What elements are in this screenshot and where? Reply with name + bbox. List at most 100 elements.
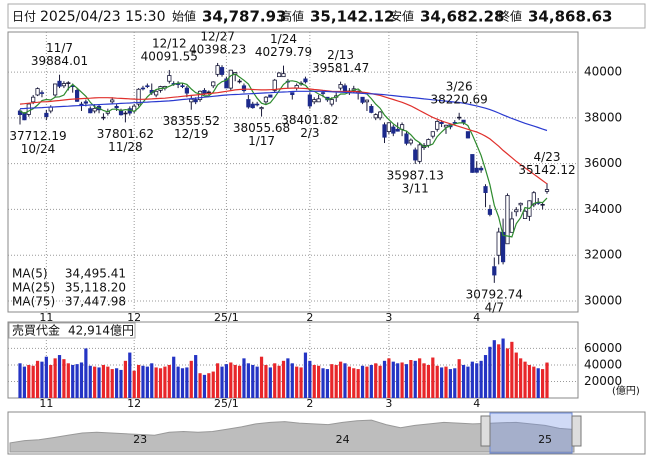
candle-body bbox=[505, 195, 510, 245]
volume-bar bbox=[497, 344, 501, 398]
x-tick-label: 12 bbox=[127, 397, 141, 410]
candle-body bbox=[540, 203, 545, 206]
annotation-value: 38055.68 bbox=[233, 121, 290, 135]
navigator-label: 23 bbox=[133, 433, 147, 446]
volume-bar bbox=[453, 368, 457, 398]
x-tick-label: 4 bbox=[473, 311, 480, 324]
legend-name: MA(5) bbox=[12, 267, 48, 281]
candle-body bbox=[465, 131, 471, 139]
candle-body bbox=[312, 99, 317, 103]
annotation-date: 4/7 bbox=[485, 300, 504, 314]
field-value: 35,142.12 bbox=[310, 8, 394, 26]
volume-bar bbox=[440, 367, 444, 398]
volume-bar bbox=[325, 369, 330, 398]
volume-bar bbox=[145, 366, 149, 398]
candle-body bbox=[136, 88, 141, 105]
volume-bar bbox=[356, 369, 360, 398]
volume-bar bbox=[233, 364, 237, 398]
volume-bar bbox=[483, 355, 488, 398]
volume-bar bbox=[470, 361, 474, 398]
volume-bar bbox=[374, 363, 378, 398]
volume-bar bbox=[290, 363, 294, 398]
candle-body bbox=[167, 75, 172, 82]
x-tick-label: 2 bbox=[306, 397, 313, 410]
volume-bar bbox=[31, 365, 35, 398]
candle-body bbox=[211, 81, 216, 87]
volume-bar bbox=[172, 356, 176, 398]
volume-bar bbox=[88, 365, 92, 398]
candle-body bbox=[206, 91, 211, 94]
candle-body bbox=[470, 154, 475, 173]
volume-unit: (億円) bbox=[612, 384, 640, 397]
candle-body bbox=[241, 85, 247, 92]
volume-bar bbox=[123, 360, 127, 398]
field-label: 安値 bbox=[390, 9, 414, 24]
candle-body bbox=[338, 84, 343, 89]
candle-body bbox=[395, 128, 400, 132]
volume-bar bbox=[40, 361, 44, 398]
annotation-date: 12/12 bbox=[152, 36, 187, 50]
candle-body bbox=[360, 96, 365, 103]
candle-body bbox=[281, 73, 286, 78]
volume-bar bbox=[409, 360, 413, 398]
volume-bar bbox=[224, 364, 229, 398]
volume-bar bbox=[66, 363, 70, 398]
annotation-value: 37712.19 bbox=[9, 129, 66, 143]
candle-body bbox=[53, 83, 58, 96]
volume-bar bbox=[110, 369, 114, 398]
candle-body bbox=[457, 116, 462, 119]
candle-body bbox=[435, 121, 440, 130]
annotation-date: 1/24 bbox=[270, 32, 297, 46]
candle-body bbox=[250, 103, 255, 109]
candle-body bbox=[382, 124, 387, 138]
volume-bar bbox=[211, 371, 215, 398]
volume-bar bbox=[369, 364, 373, 398]
volume-bar bbox=[317, 365, 321, 398]
candle-body bbox=[268, 94, 273, 98]
candle-body bbox=[197, 90, 203, 100]
volume-bar bbox=[545, 362, 549, 398]
volume-bar bbox=[352, 368, 356, 398]
volume-bar bbox=[242, 358, 246, 398]
volume-bar bbox=[264, 364, 268, 398]
candle-body bbox=[17, 110, 23, 115]
volume-bar bbox=[18, 363, 22, 398]
volume-bar bbox=[255, 366, 259, 398]
candle-body bbox=[373, 114, 378, 119]
y-tick-label: 38000 bbox=[584, 110, 622, 124]
candle-body bbox=[364, 99, 370, 103]
field-label: 始値 bbox=[172, 9, 196, 24]
legend-name: MA(75) bbox=[12, 295, 55, 309]
candle-body bbox=[329, 99, 334, 105]
volume-bar bbox=[57, 355, 62, 398]
volume-bar bbox=[251, 364, 255, 398]
annotation-date: 12/27 bbox=[200, 29, 235, 43]
navigator-handle bbox=[571, 415, 582, 447]
candle-body bbox=[259, 107, 264, 110]
annotation-value: 39884.01 bbox=[31, 54, 88, 68]
x-tick-label: 4 bbox=[473, 397, 480, 410]
volume-bar bbox=[501, 338, 505, 398]
x-tick-label: 11 bbox=[39, 311, 53, 324]
volume-bar bbox=[93, 366, 97, 398]
annotation-date: 12/19 bbox=[174, 127, 209, 141]
ma-line bbox=[19, 87, 548, 185]
volume-bar bbox=[461, 364, 466, 398]
volume-bar bbox=[194, 355, 198, 398]
volume-bar bbox=[527, 364, 532, 398]
volume-bar bbox=[115, 368, 119, 398]
candle-body bbox=[404, 133, 409, 144]
x-tick-label: 3 bbox=[385, 311, 392, 324]
candle-body bbox=[215, 65, 220, 75]
volume-bar bbox=[308, 360, 312, 398]
volume-bar bbox=[246, 363, 250, 398]
volume-bar bbox=[22, 366, 26, 398]
volume-bar bbox=[62, 359, 66, 398]
candle-body bbox=[228, 69, 233, 89]
volume-bar bbox=[422, 363, 426, 398]
annotation-value: 37801.62 bbox=[97, 127, 154, 141]
candle-body bbox=[474, 167, 479, 173]
annotation-date: 11/28 bbox=[108, 140, 143, 154]
candle-body bbox=[443, 124, 449, 128]
